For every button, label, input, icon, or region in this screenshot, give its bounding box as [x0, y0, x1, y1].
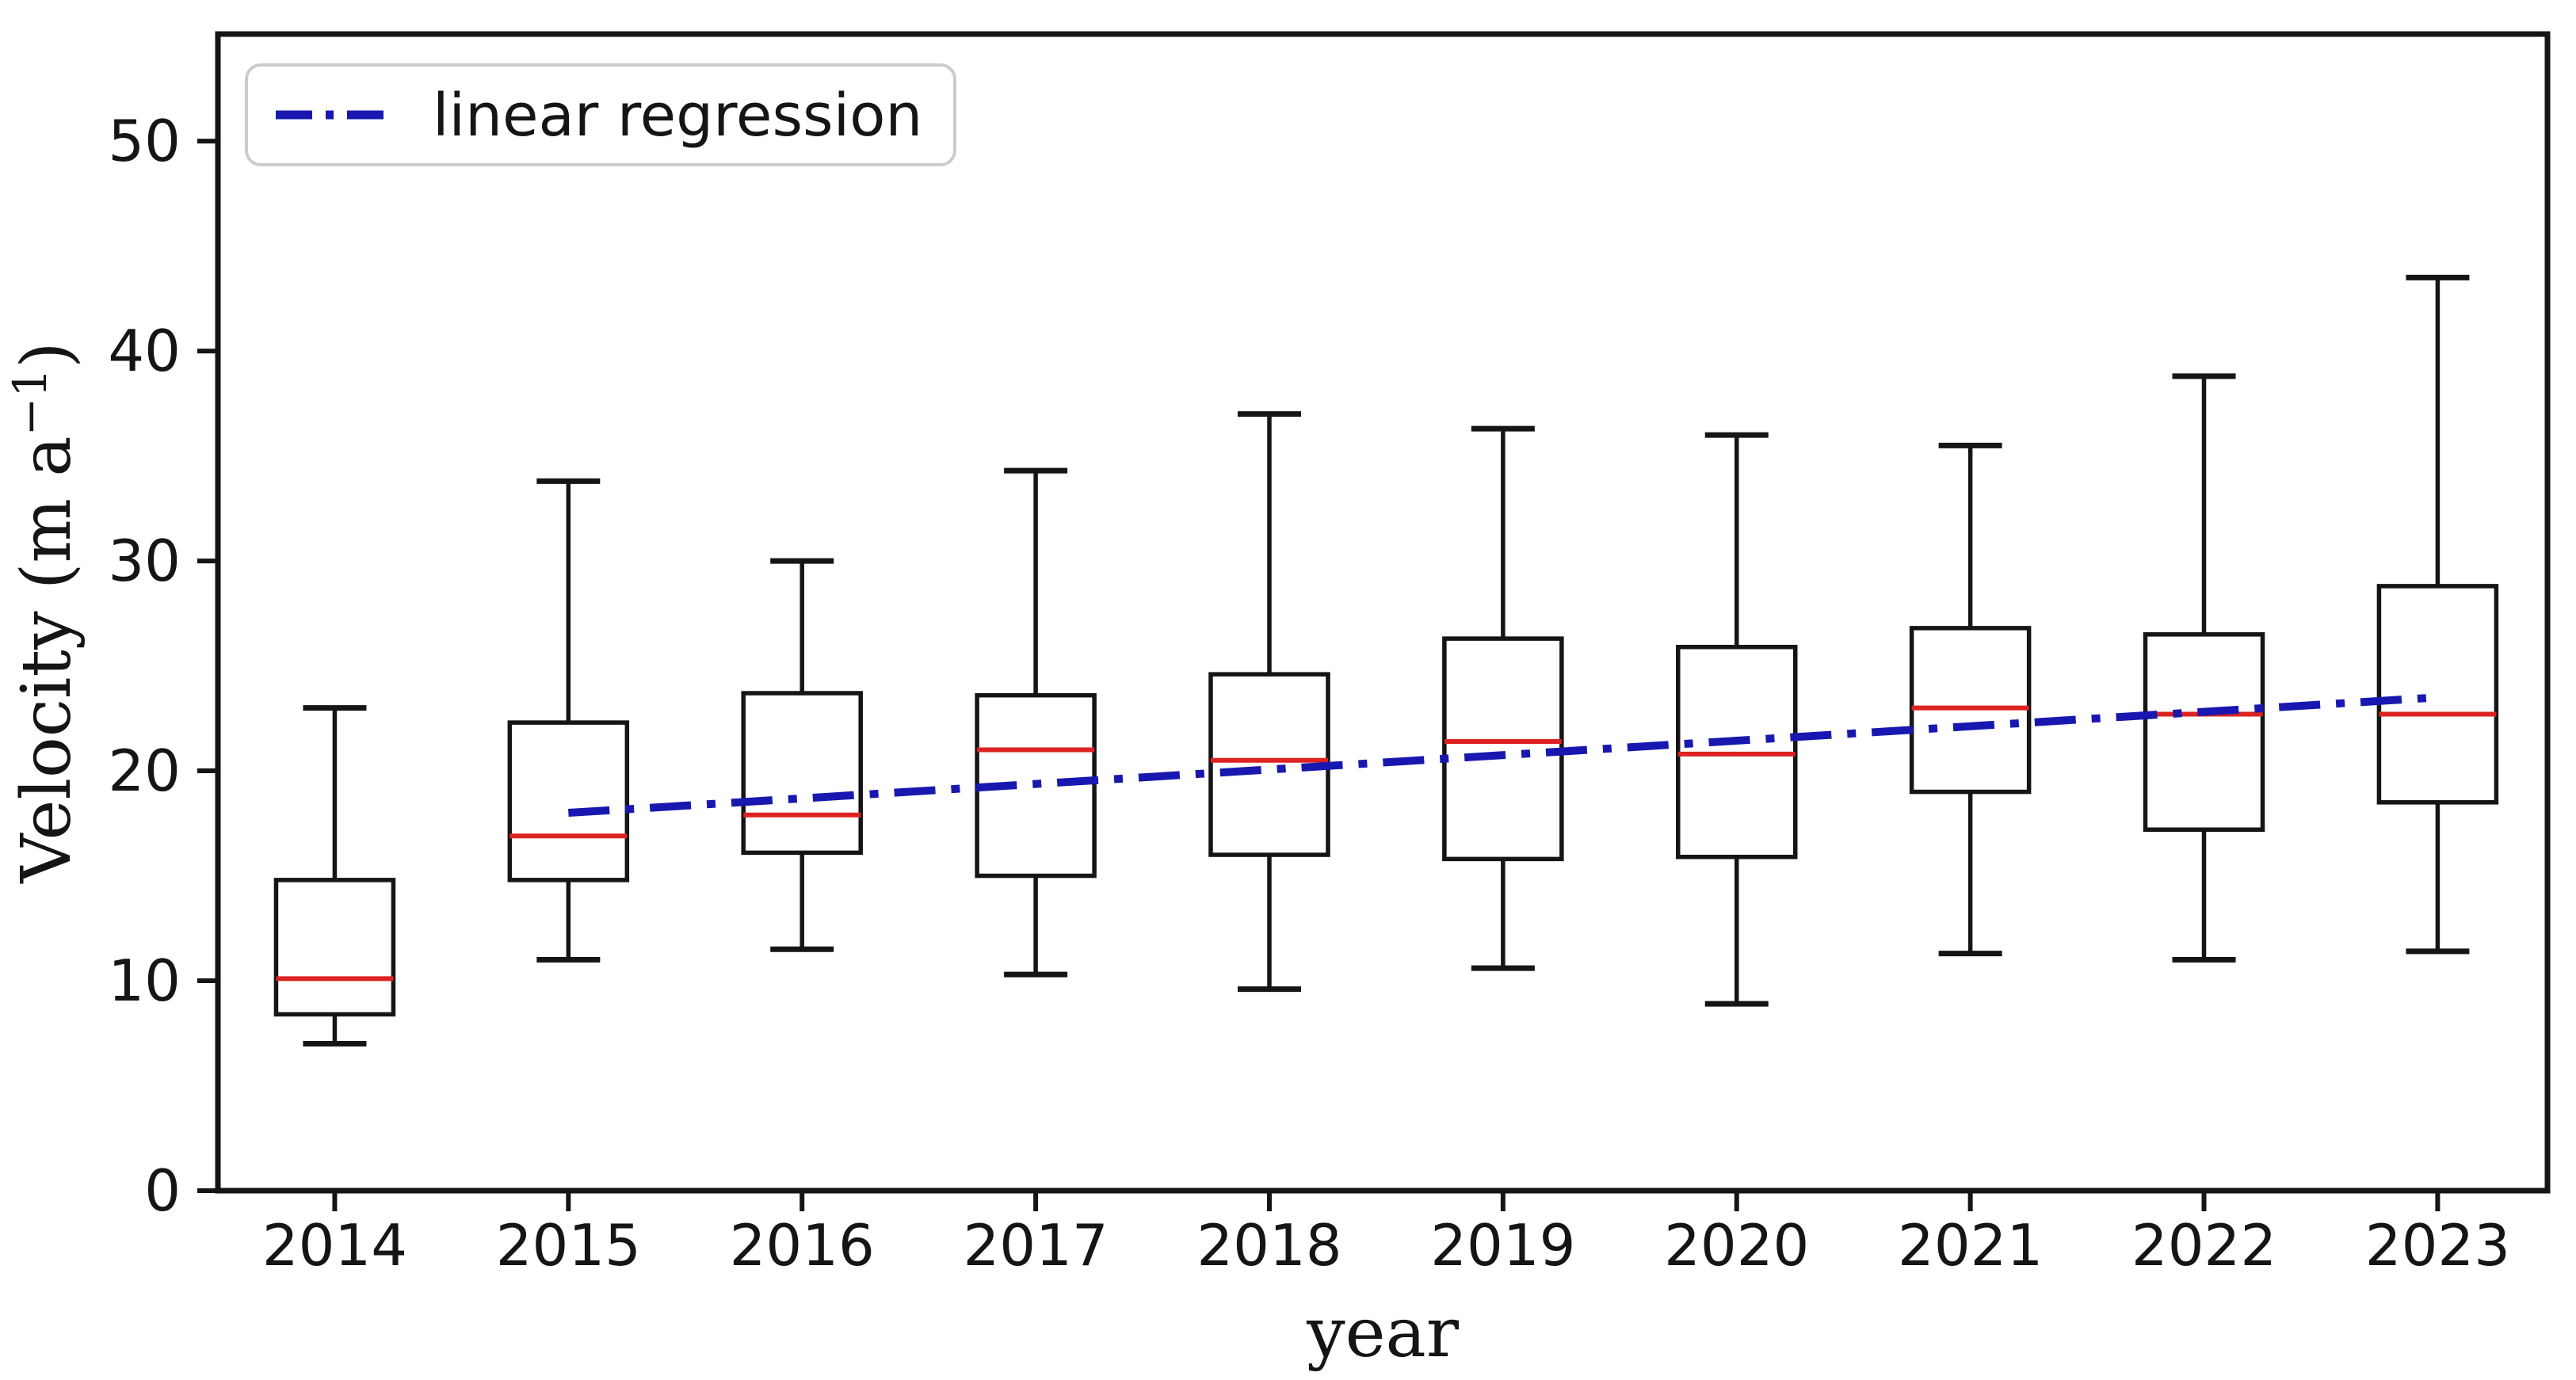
- y-tick-label: 20: [108, 738, 181, 804]
- legend-box: [245, 63, 956, 166]
- x-tick-label: 2021: [1898, 1212, 2043, 1279]
- x-tick-label: 2022: [2131, 1212, 2276, 1279]
- regression-line: [568, 693, 2438, 818]
- legend-label: linear regression: [433, 82, 922, 150]
- y-tick-label: 50: [108, 108, 181, 174]
- box-2020: [1676, 432, 1798, 1007]
- y-axis-label: Velocity (m a−1): [3, 341, 86, 883]
- box-2014: [273, 705, 396, 1047]
- box-2023: [2376, 274, 2499, 955]
- legend: linear regression: [245, 63, 956, 166]
- boxplot-series: [273, 274, 2499, 1047]
- iqr-box: [2143, 632, 2265, 832]
- box-2021: [1909, 442, 2032, 957]
- iqr-box: [1442, 636, 1564, 862]
- iqr-box: [273, 878, 396, 1017]
- x-tick-label: 2015: [496, 1212, 641, 1279]
- box-2015: [507, 478, 630, 963]
- x-tick-label: 2019: [1430, 1212, 1575, 1279]
- x-tick-label: 2023: [2365, 1212, 2510, 1279]
- x-tick-label: 2014: [262, 1212, 407, 1279]
- x-axis-ticks: 2014 2015 2016 2017 2018 2019 2020 2021 2022 2023: [262, 1191, 2510, 1279]
- box-2018: [1208, 411, 1330, 993]
- x-axis-label: year: [1306, 1294, 1460, 1373]
- y-axis-label-main: Velocity (m a: [7, 436, 86, 883]
- y-tick-label: 30: [108, 528, 181, 594]
- y-tick-label: 10: [108, 947, 181, 1014]
- y-axis-label-close: ): [7, 341, 86, 368]
- box-2022: [2143, 373, 2265, 963]
- y-tick-label: 0: [144, 1157, 181, 1224]
- box-2019: [1442, 425, 1564, 971]
- y-tick-label: 40: [108, 318, 181, 384]
- iqr-box: [507, 720, 630, 883]
- box-2016: [741, 558, 863, 952]
- y-axis-ticks: 0 10 20 30 40 50: [108, 108, 218, 1224]
- y-axis-label-superscript: −1: [3, 368, 57, 436]
- plot-area-border: [215, 31, 2551, 1194]
- iqr-box: [2376, 584, 2499, 805]
- x-tick-label: 2020: [1664, 1212, 1809, 1279]
- iqr-box: [741, 691, 863, 856]
- x-tick-label: 2016: [730, 1212, 875, 1279]
- x-tick-label: 2017: [963, 1212, 1108, 1279]
- x-tick-label: 2018: [1196, 1212, 1341, 1279]
- regression-line-group: [568, 693, 2438, 818]
- box-2017: [975, 467, 1097, 978]
